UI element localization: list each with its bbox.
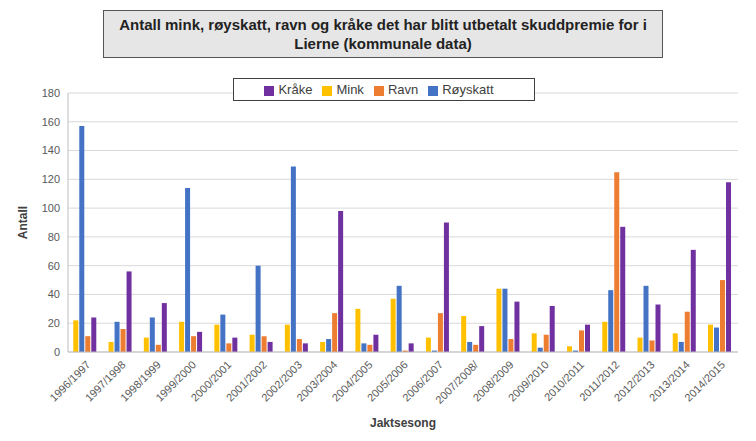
svg-text:2004/2005: 2004/2005 xyxy=(329,358,375,404)
svg-text:80: 80 xyxy=(48,231,60,243)
svg-text:100: 100 xyxy=(42,202,60,214)
svg-text:2007/2008/: 2007/2008/ xyxy=(433,358,481,406)
svg-text:40: 40 xyxy=(48,288,60,300)
svg-text:2005/2006: 2005/2006 xyxy=(364,358,410,404)
svg-text:1997/1998: 1997/1998 xyxy=(82,358,128,404)
svg-text:20: 20 xyxy=(48,317,60,329)
svg-text:180: 180 xyxy=(42,87,60,99)
html-text:Røyskatt: Røyskatt xyxy=(442,82,494,97)
svg-text:60: 60 xyxy=(48,260,60,272)
svg-text:140: 140 xyxy=(42,144,60,156)
svg-text:2012/2013: 2012/2013 xyxy=(611,358,657,404)
svg-text:2000/2001: 2000/2001 xyxy=(188,358,234,404)
svg-text:2013/2014: 2013/2014 xyxy=(646,358,692,404)
html-text:Mink: Mink xyxy=(336,82,364,97)
svg-text:2011/2012: 2011/2012 xyxy=(576,358,622,404)
svg-text:2014/2015: 2014/2015 xyxy=(682,358,727,403)
svg-text:Antall: Antall xyxy=(16,206,30,239)
svg-text:2010/2011: 2010/2011 xyxy=(541,358,587,404)
svg-text:2002/2003: 2002/2003 xyxy=(258,358,305,404)
svg-text:0: 0 xyxy=(54,346,60,358)
svg-text:2006/2007: 2006/2007 xyxy=(399,358,446,404)
svg-text:2009/2010: 2009/2010 xyxy=(505,358,551,404)
svg-text:1996/1997: 1996/1997 xyxy=(47,358,93,404)
svg-text:1998/1999: 1998/1999 xyxy=(117,358,164,404)
svg-text:2008/2009: 2008/2009 xyxy=(470,358,516,404)
html-text:Ravn: Ravn xyxy=(387,82,419,97)
svg-text:2001/2002: 2001/2002 xyxy=(223,358,269,404)
svg-text:2003/2004: 2003/2004 xyxy=(294,358,340,404)
svg-text:1999/2000: 1999/2000 xyxy=(153,358,199,404)
svg-text:Jaktsesong: Jaktsesong xyxy=(370,416,436,430)
html-text:Kråke: Kråke xyxy=(278,82,313,97)
svg-text:160: 160 xyxy=(42,116,60,128)
html-text:Antall mink, røyskatt, ravn og: Antall mink, røyskatt, ravn og kråke det… xyxy=(119,16,647,52)
svg-text:120: 120 xyxy=(42,173,60,185)
